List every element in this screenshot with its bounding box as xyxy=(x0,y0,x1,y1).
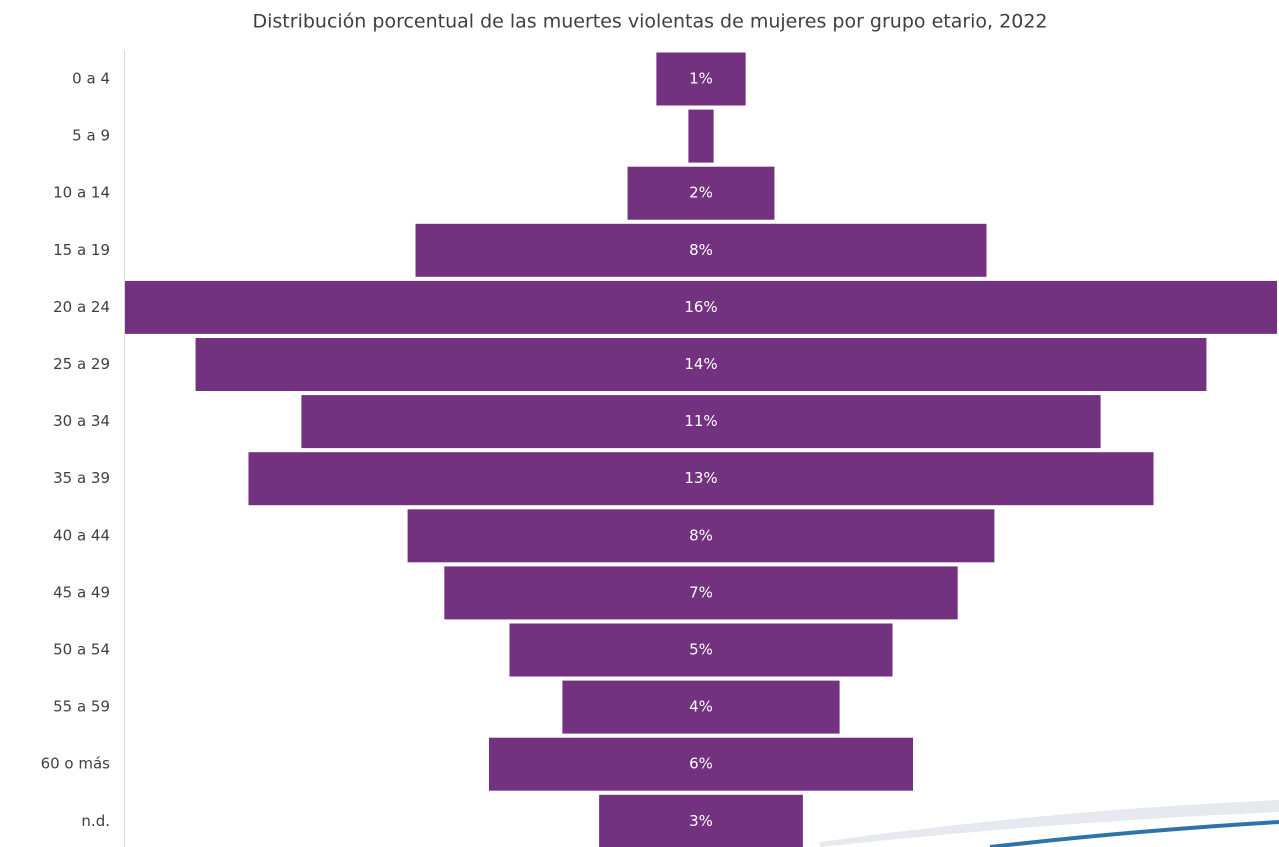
bar xyxy=(509,623,893,677)
category-label: 15 a 19 xyxy=(53,241,110,259)
category-label: 35 a 39 xyxy=(53,469,110,487)
category-label: 5 a 9 xyxy=(72,127,110,145)
category-label: 10 a 14 xyxy=(53,184,110,202)
bar xyxy=(656,52,746,106)
bar xyxy=(195,338,1207,391)
category-label: 45 a 49 xyxy=(53,583,110,601)
value-label: 3% xyxy=(689,812,713,830)
bar xyxy=(562,680,840,734)
bar xyxy=(599,794,803,847)
value-label: 1% xyxy=(689,70,713,88)
value-label: 4% xyxy=(689,698,713,716)
bar xyxy=(407,509,995,563)
category-label: 55 a 59 xyxy=(53,698,110,716)
value-label: 14% xyxy=(684,355,717,373)
bar xyxy=(301,395,1101,449)
bar xyxy=(415,223,987,277)
value-label: 16% xyxy=(684,298,717,316)
category-label: 60 o más xyxy=(41,755,111,773)
decoration xyxy=(989,820,1279,847)
category-label: 0 a 4 xyxy=(72,70,110,88)
category-label: 20 a 24 xyxy=(53,298,110,316)
value-label: 2% xyxy=(689,184,713,202)
value-label: 7% xyxy=(689,583,713,601)
category-label: n.d. xyxy=(81,812,110,830)
value-label: 11% xyxy=(684,412,717,430)
bar xyxy=(627,166,775,220)
value-label: 8% xyxy=(689,526,713,544)
bar xyxy=(125,280,1277,334)
value-label: 5% xyxy=(689,641,713,659)
category-label: 25 a 29 xyxy=(53,355,110,373)
value-label: 6% xyxy=(689,755,713,773)
value-label: 13% xyxy=(684,469,717,487)
decoration xyxy=(820,800,1279,847)
category-label: 30 a 34 xyxy=(53,412,110,430)
category-label: 40 a 44 xyxy=(53,526,110,544)
category-label: 50 a 54 xyxy=(53,641,110,659)
bar xyxy=(488,737,914,791)
bar xyxy=(444,566,958,620)
value-label: 8% xyxy=(689,241,713,259)
bar xyxy=(688,109,714,163)
bar xyxy=(248,452,1154,506)
chart-title: Distribución porcentual de las muertes v… xyxy=(253,11,1048,33)
